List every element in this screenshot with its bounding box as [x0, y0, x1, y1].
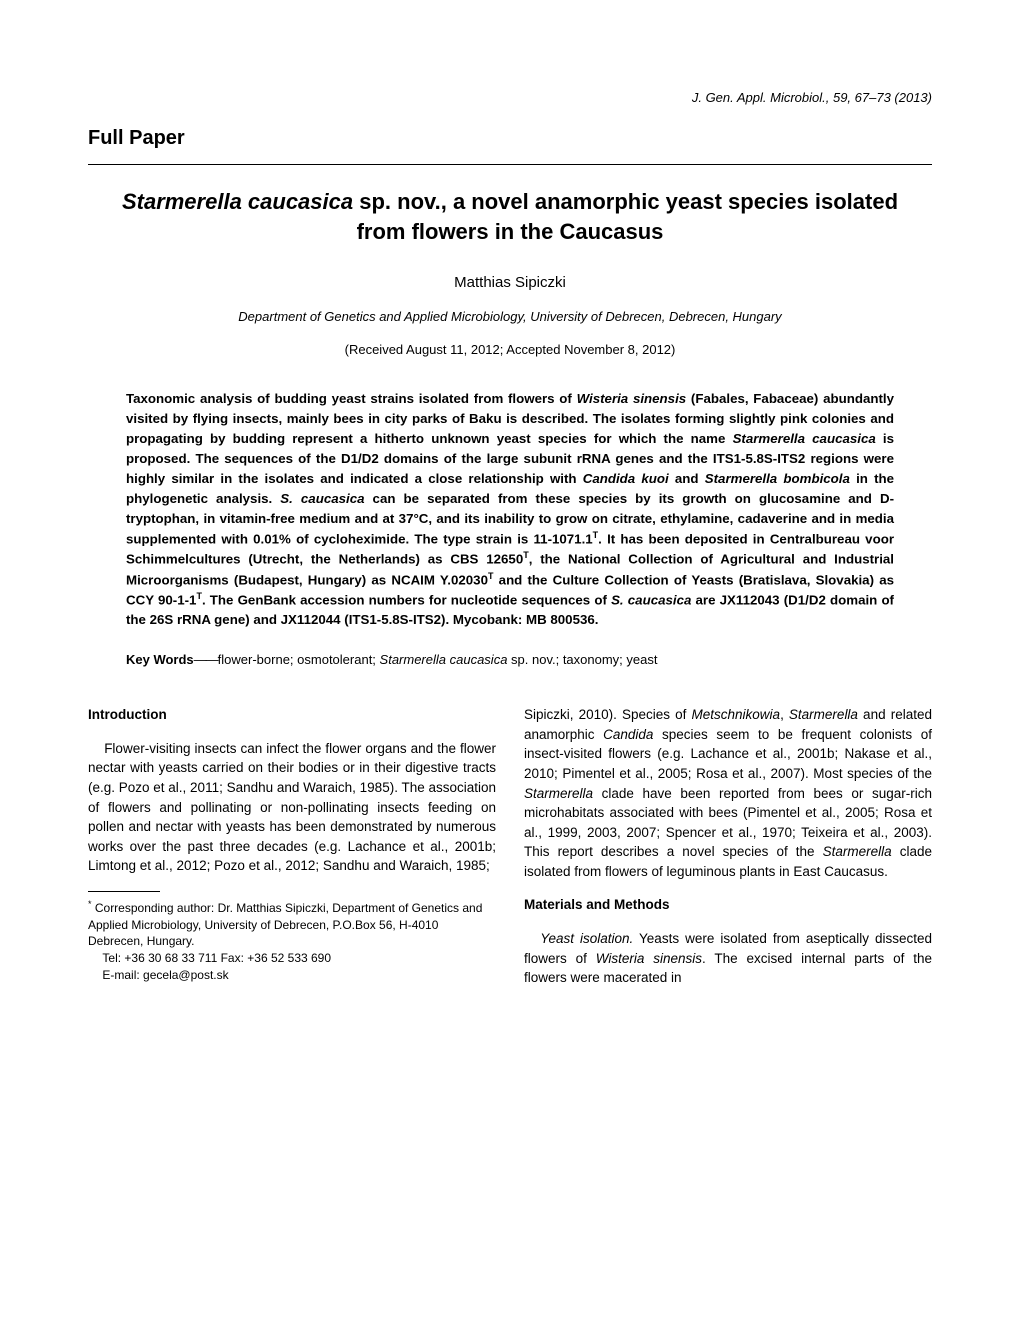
abstract-text: Taxonomic analysis of budding yeast stra… [126, 391, 577, 406]
body-species: Starmerella [823, 844, 892, 859]
abstract-text: and [669, 471, 705, 486]
materials-lead: Yeast isolation. [540, 931, 633, 946]
footnote-tel-fax: Tel: +36 30 68 33 711 Fax: +36 52 533 69… [88, 950, 496, 967]
title-block: Starmerella caucasica sp. nov., a novel … [88, 187, 932, 246]
keywords-label: Key Words [126, 652, 194, 667]
keywords-text: sp. nov.; taxonomy; yeast [507, 652, 657, 667]
introduction-heading: Introduction [88, 705, 496, 725]
right-paragraph-1: Sipiczki, 2010). Species of Metschnikowi… [524, 705, 932, 881]
materials-methods-heading: Materials and Methods [524, 895, 932, 915]
keywords-text: flower-borne; osmotolerant; [218, 652, 380, 667]
abstract: Taxonomic analysis of budding yeast stra… [126, 389, 894, 630]
body-text: Sipiczki, 2010). Species of [524, 707, 692, 722]
introduction-paragraph: Flower-visiting insects can infect the f… [88, 739, 496, 876]
abstract-species: Candida kuoi [583, 471, 669, 486]
footnote-email: E-mail: gecela@post.sk [88, 967, 496, 984]
received-accepted-dates: (Received August 11, 2012; Accepted Nove… [88, 342, 932, 357]
keywords: Key Words——flower-borne; osmotolerant; S… [126, 652, 894, 667]
body-text: , [780, 707, 789, 722]
body-columns: Introduction Flower-visiting insects can… [88, 705, 932, 987]
paper-type-label: Full Paper [88, 127, 932, 150]
body-species: Candida [603, 727, 653, 742]
abstract-text: . The GenBank accession numbers for nucl… [202, 592, 611, 607]
author-affiliation: Department of Genetics and Applied Micro… [88, 309, 932, 324]
corresponding-author-footnote: * Corresponding author: Dr. Matthias Sip… [88, 898, 496, 984]
footnote-text: Corresponding author: Dr. Matthias Sipic… [88, 901, 482, 949]
keywords-dash: —— [194, 652, 218, 667]
horizontal-rule [88, 164, 932, 165]
body-species: Starmerella [789, 707, 858, 722]
materials-paragraph: Yeast isolation. Yeasts were isolated fr… [524, 929, 932, 988]
footnote-rule [88, 891, 160, 892]
journal-reference: J. Gen. Appl. Microbiol., 59, 67–73 (201… [88, 90, 932, 105]
abstract-species: Starmerella bombicola [705, 471, 850, 486]
title-rest: sp. nov., a novel anamorphic yeast speci… [353, 189, 898, 244]
abstract-species: S. caucasica [611, 592, 691, 607]
right-column: Sipiczki, 2010). Species of Metschnikowi… [524, 705, 932, 987]
author-name: Matthias Sipiczki [88, 274, 932, 291]
keywords-species: Starmerella caucasica [380, 652, 508, 667]
article-title: Starmerella caucasica sp. nov., a novel … [88, 187, 932, 246]
body-species: Wisteria sinensis [596, 951, 702, 966]
title-species: Starmerella caucasica [122, 189, 353, 214]
abstract-species: Starmerella caucasica [733, 431, 876, 446]
abstract-species: S. caucasica [280, 491, 364, 506]
abstract-species: Wisteria sinensis [577, 391, 687, 406]
left-column: Introduction Flower-visiting insects can… [88, 705, 496, 987]
body-species: Metschnikowia [692, 707, 781, 722]
body-species: Starmerella [524, 786, 593, 801]
